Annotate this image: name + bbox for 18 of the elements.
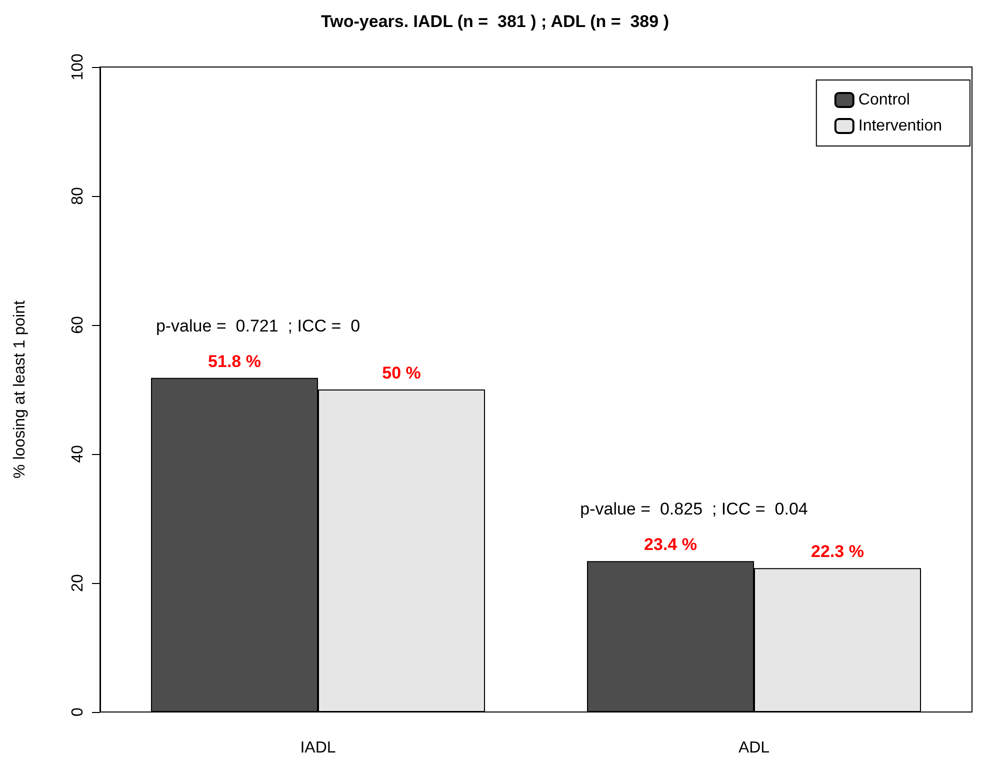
data-label: 51.8 % [208, 352, 261, 371]
x-tick-label: ADL [738, 740, 770, 756]
annotation: p-value = 0.721 ; ICC = 0 [156, 316, 360, 336]
data-label: 23.4 % [644, 535, 697, 554]
y-tick-label: 40 [70, 445, 86, 463]
y-tick-label: 20 [70, 574, 86, 592]
data-label: 50 % [382, 364, 421, 382]
legend-label: Intervention [858, 118, 942, 134]
x-tick-label: IADL [300, 740, 336, 756]
y-tick-label: 0 [70, 707, 86, 716]
legend-label: Control [858, 92, 910, 108]
annotation: p-value = 0.825 ; ICC = 0.04 [580, 500, 808, 519]
y-tick-label: 80 [70, 187, 86, 205]
y-axis-title: % loosing at least 1 point [12, 300, 28, 478]
y-tick-label: 60 [70, 316, 86, 334]
y-tick-label: 100 [70, 54, 86, 80]
data-label: 22.3 % [811, 542, 864, 562]
chart-title: Two-years. IADL (n = 381 ) ; ADL (n = 389 ) [321, 12, 669, 31]
